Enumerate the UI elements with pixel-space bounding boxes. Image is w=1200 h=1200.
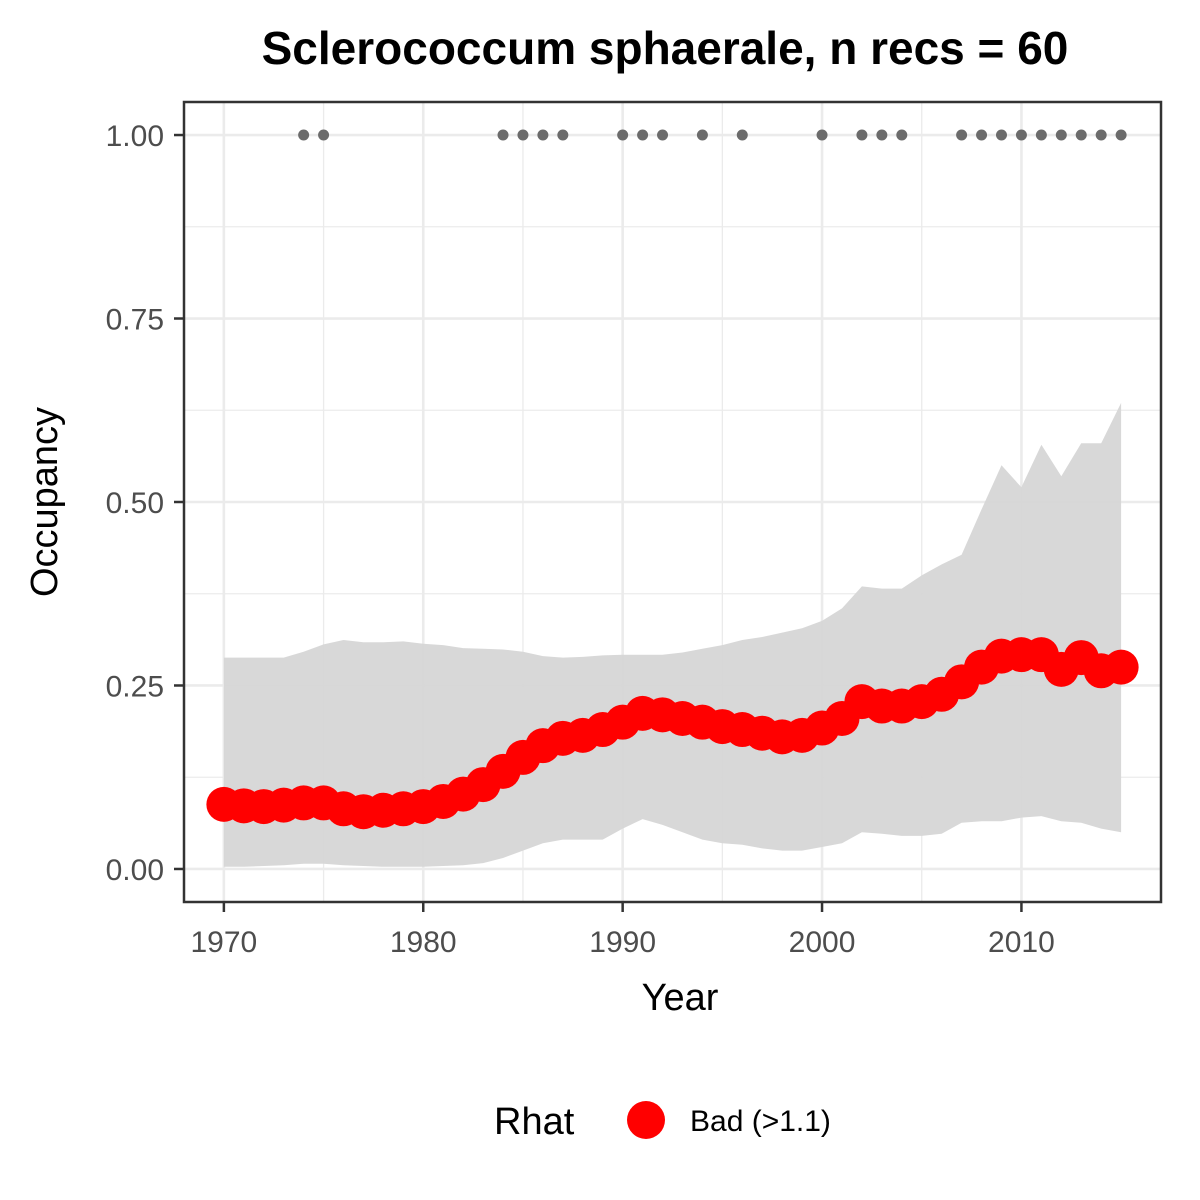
record-dot: [497, 129, 509, 141]
legend-title: Rhat: [494, 1101, 575, 1143]
record-dot: [995, 129, 1007, 141]
record-dot: [1095, 129, 1107, 141]
confidence-band: [223, 402, 1122, 867]
record-dot: [617, 129, 629, 141]
record-dot: [856, 129, 868, 141]
legend-label: Bad (>1.1): [690, 1105, 831, 1138]
y-tick-label: 1.00: [106, 120, 164, 153]
x-tick-label: 1990: [589, 926, 656, 959]
record-dot: [1055, 129, 1067, 141]
record-dot: [298, 129, 310, 141]
record-dot: [1115, 129, 1127, 141]
x-tick-label: 1970: [191, 926, 258, 959]
record-dot: [896, 129, 908, 141]
x-tick-label: 2010: [988, 926, 1055, 959]
y-tick-label: 0.50: [106, 487, 164, 520]
record-dot: [876, 129, 888, 141]
y-tick-label: 0.75: [106, 304, 164, 337]
ribbon-area: [223, 402, 1122, 867]
plot-panel: [182, 100, 1163, 904]
record-dot: [816, 129, 828, 141]
record-dot: [657, 129, 669, 141]
x-axis-title: Year: [642, 977, 719, 1019]
x-tick-label: 2000: [789, 926, 856, 959]
record-dot: [557, 129, 569, 141]
legend: Rhat Bad (>1.1): [494, 1101, 831, 1143]
y-tick-label: 0.25: [106, 670, 164, 703]
record-dot: [1035, 129, 1047, 141]
chart-title: Sclerococcum sphaerale, n recs = 60: [262, 22, 1069, 74]
record-dot: [1015, 129, 1027, 141]
record-dot: [736, 129, 748, 141]
record-dot: [537, 129, 549, 141]
record-dot: [976, 129, 988, 141]
record-dot: [696, 129, 708, 141]
axes: 1970 1980 1990 2000 2010 0.00 0.25 0.50 0.75 1.00: [106, 120, 1055, 959]
record-dot: [517, 129, 529, 141]
y-axis-title: Occupancy: [24, 407, 66, 597]
record-dot: [318, 129, 330, 141]
record-dot: [956, 129, 968, 141]
x-tick-label: 1980: [390, 926, 457, 959]
y-tick-label: 0.00: [106, 854, 164, 887]
occupancy-points: [206, 637, 1139, 830]
record-dot: [637, 129, 649, 141]
legend-key-point: [627, 1101, 665, 1139]
occupancy-point: [1103, 649, 1139, 685]
record-dot: [1075, 129, 1087, 141]
record-dots: [298, 129, 1127, 141]
